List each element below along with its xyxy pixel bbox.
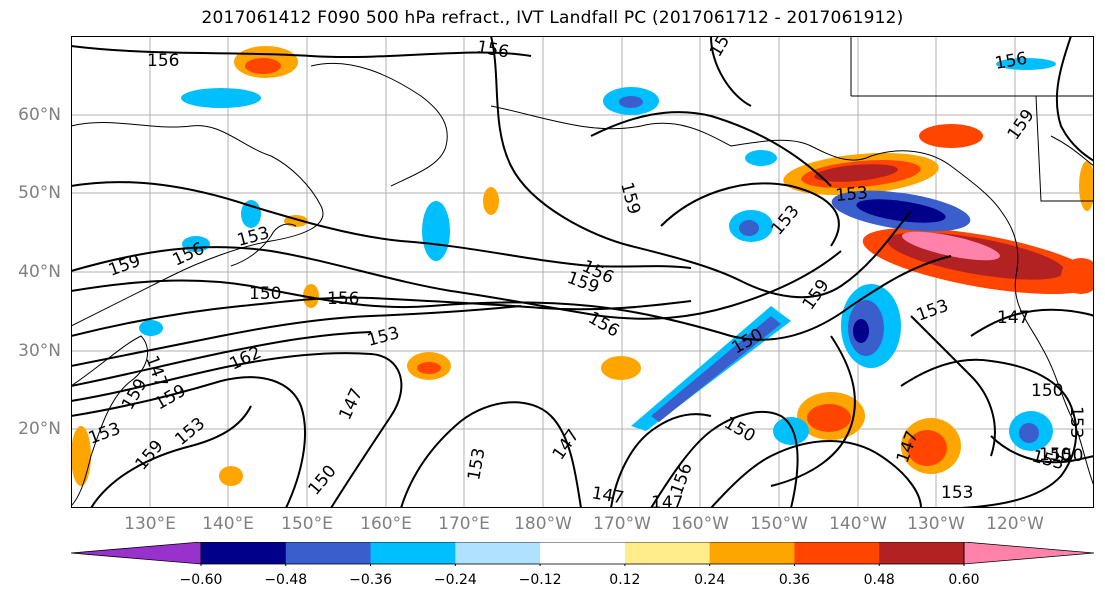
colorbar-segment <box>794 542 880 564</box>
contour-label: 159 <box>616 180 644 217</box>
colorbar-tick-label: −0.12 <box>518 572 562 588</box>
contour-label: 162 <box>227 343 265 375</box>
colorbar-tick-label: 0.48 <box>863 572 895 588</box>
map-title: 2017061412 F090 500 hPa refract., IVT La… <box>201 8 904 28</box>
contour-label: 153 <box>464 446 489 481</box>
lat-label-30n: 30°N <box>18 341 61 361</box>
lat-label-60n: 60°N <box>18 105 61 125</box>
contour-label: 156 <box>993 49 1028 74</box>
map-panel: 156 156 159 159 159 156 159 153 153 156 … <box>71 36 1094 508</box>
lon-label: 120°W <box>986 514 1044 534</box>
lon-label: 150°E <box>281 514 333 534</box>
contour-label: 147 <box>549 426 584 464</box>
contour-label: 153 <box>235 223 272 251</box>
contour-label: 150 <box>721 413 759 447</box>
lon-label: 170°W <box>593 514 651 534</box>
contour-label: 153 <box>171 414 209 450</box>
lon-label: 160°E <box>360 514 412 534</box>
colorbar-segment <box>624 542 711 564</box>
contour-label: 147 <box>335 385 367 423</box>
colorbar-segment <box>285 542 372 564</box>
contour-label: 147 <box>590 483 625 508</box>
colorbar-outline <box>200 542 965 565</box>
lon-label: 180°W <box>514 514 572 534</box>
contour-label: 156 <box>475 37 510 62</box>
colorbar-tick-label: −0.48 <box>264 572 308 588</box>
colorbar-tick-label: 0.60 <box>948 572 980 588</box>
contour-label: 153 <box>86 419 123 449</box>
contour-label: 159 <box>118 375 152 413</box>
lon-label: 170°E <box>438 514 490 534</box>
lon-label: 130°E <box>124 514 176 534</box>
contour-label: 153 <box>1066 406 1086 438</box>
contour-label: 156 <box>147 51 179 71</box>
coastlines <box>71 36 1094 507</box>
colorbar-extend-high <box>963 542 1094 565</box>
contour-label: 147 <box>651 493 683 508</box>
contour-label: 156 <box>585 308 623 342</box>
contour-label: 150 <box>305 461 341 499</box>
contour-label: 156 <box>327 289 359 309</box>
contour-label: 150 <box>1051 446 1083 466</box>
colorbar-extend-low <box>71 542 202 565</box>
contour-label: 159 <box>799 276 834 314</box>
contour-label: 159 <box>1004 106 1039 144</box>
colorbar-segment <box>370 542 456 564</box>
contour-label: 150 <box>1039 445 1071 465</box>
lon-label: 160°W <box>671 514 729 534</box>
contour-label: 153 <box>768 201 804 239</box>
colorbar-segment <box>201 542 287 564</box>
contour-label: 150 <box>249 284 281 304</box>
colorbar-segment <box>540 542 626 564</box>
shaded-field-negative <box>139 58 1056 451</box>
contour-label: 153 <box>365 323 402 351</box>
height-contours <box>71 36 1094 508</box>
colorbar-tick-label: 0.24 <box>694 572 726 588</box>
colorbar-tick-label: 0.36 <box>778 572 811 588</box>
lat-label-40n: 40°N <box>18 262 61 282</box>
contour-label: 150 <box>1031 381 1063 401</box>
colorbar-tick-label: −0.24 <box>433 572 477 588</box>
contour-label: 153 <box>914 296 951 326</box>
contour-label: 153 <box>941 483 973 503</box>
map-canvas: 156 156 159 159 159 156 159 153 153 156 … <box>71 36 1094 508</box>
lon-label: 140°W <box>829 514 887 534</box>
colorbar-tick-label: 0.12 <box>609 572 641 588</box>
lon-label: 140°E <box>202 514 254 534</box>
lat-label-20n: 20°N <box>18 419 61 439</box>
contour-label: 153 <box>835 183 869 206</box>
colorbar-tick-label: −0.36 <box>349 572 392 588</box>
lat-label-50n: 50°N <box>18 183 61 203</box>
contour-label: 159 <box>132 436 168 474</box>
lon-label: 130°W <box>907 514 965 534</box>
colorbar-tick-label: −0.60 <box>179 572 223 588</box>
colorbar-segment <box>455 542 541 564</box>
colorbar <box>71 542 1094 566</box>
contour-label: 147 <box>997 308 1029 328</box>
colorbar-segment <box>879 542 965 564</box>
colorbar-segment <box>709 542 795 564</box>
lon-label: 150°W <box>750 514 808 534</box>
contour-label: 159 <box>106 251 143 281</box>
